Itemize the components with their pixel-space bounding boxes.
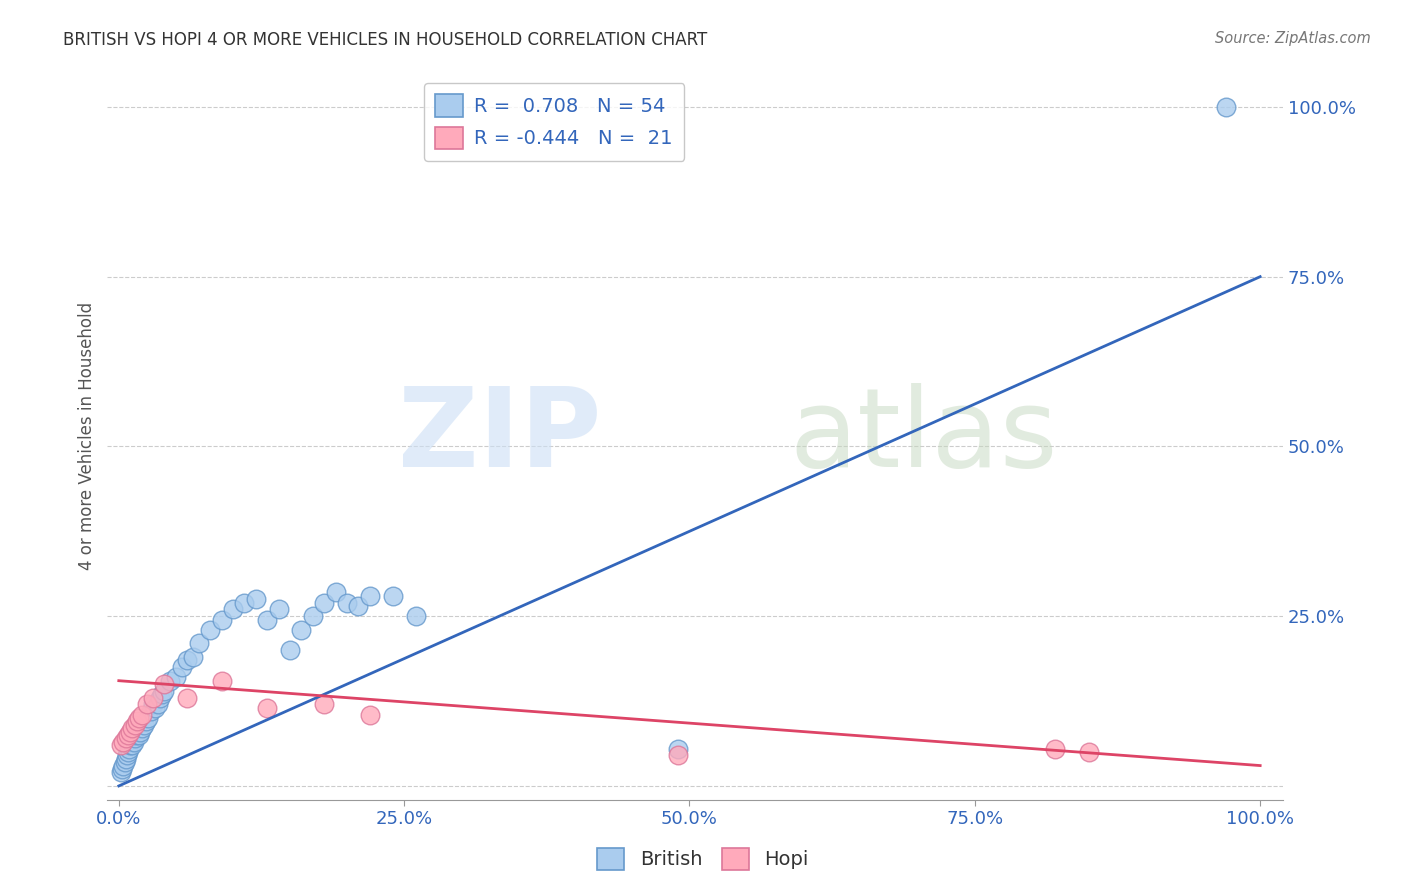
Point — [314, 596, 336, 610]
Point — [359, 589, 381, 603]
Point — [114, 752, 136, 766]
Point — [153, 677, 176, 691]
Point — [125, 714, 148, 729]
Point — [153, 684, 176, 698]
Text: BRITISH VS HOPI 4 OR MORE VEHICLES IN HOUSEHOLD CORRELATION CHART: BRITISH VS HOPI 4 OR MORE VEHICLES IN HO… — [63, 31, 707, 49]
Point — [267, 602, 290, 616]
Point — [132, 718, 155, 732]
Text: Source: ZipAtlas.com: Source: ZipAtlas.com — [1215, 31, 1371, 46]
Point — [115, 748, 138, 763]
Point — [1078, 745, 1101, 759]
Point — [142, 698, 165, 712]
Point — [121, 738, 143, 752]
Point — [181, 649, 204, 664]
Point — [118, 741, 141, 756]
Point — [149, 690, 172, 705]
Point — [125, 724, 148, 739]
Point — [278, 643, 301, 657]
Point — [112, 758, 135, 772]
Point — [170, 660, 193, 674]
Point — [135, 714, 157, 729]
Point — [117, 745, 139, 759]
Point — [131, 707, 153, 722]
Point — [666, 741, 689, 756]
Point — [211, 673, 233, 688]
Point — [381, 589, 404, 603]
Point — [290, 623, 312, 637]
Point — [1215, 100, 1237, 114]
Point — [124, 731, 146, 746]
Point — [111, 762, 134, 776]
Point — [359, 707, 381, 722]
Point — [117, 728, 139, 742]
Point — [131, 721, 153, 735]
Legend: R =  0.708   N = 54, R = -0.444   N =  21: R = 0.708 N = 54, R = -0.444 N = 21 — [423, 83, 685, 161]
Point — [150, 687, 173, 701]
Point — [187, 636, 209, 650]
Point — [256, 613, 278, 627]
Point — [120, 724, 142, 739]
Point — [110, 765, 132, 780]
Point — [314, 698, 336, 712]
Point — [114, 755, 136, 769]
Point — [211, 613, 233, 627]
Point — [165, 670, 187, 684]
Point — [245, 592, 267, 607]
Point — [347, 599, 370, 613]
Point — [120, 738, 142, 752]
Point — [336, 596, 359, 610]
Point — [127, 721, 149, 735]
Y-axis label: 4 or more Vehicles in Household: 4 or more Vehicles in Household — [79, 302, 96, 570]
Point — [198, 623, 221, 637]
Text: atlas: atlas — [789, 383, 1057, 490]
Point — [1043, 741, 1066, 756]
Point — [143, 701, 166, 715]
Point — [666, 748, 689, 763]
Point — [136, 698, 159, 712]
Point — [233, 596, 256, 610]
Point — [114, 731, 136, 746]
Point — [146, 698, 169, 712]
Point — [256, 701, 278, 715]
Point — [138, 711, 160, 725]
Point — [301, 609, 323, 624]
Point — [122, 735, 145, 749]
Point — [128, 728, 150, 742]
Point — [128, 711, 150, 725]
Point — [125, 728, 148, 742]
Point — [120, 735, 142, 749]
Point — [129, 724, 152, 739]
Point — [142, 690, 165, 705]
Point — [121, 721, 143, 735]
Point — [176, 690, 198, 705]
Point — [325, 585, 347, 599]
Text: ZIP: ZIP — [398, 383, 602, 490]
Point — [159, 673, 181, 688]
Point — [405, 609, 427, 624]
Point — [110, 738, 132, 752]
Point — [139, 704, 162, 718]
Legend: British, Hopi: British, Hopi — [589, 839, 817, 878]
Point — [176, 653, 198, 667]
Point — [124, 718, 146, 732]
Point — [222, 602, 245, 616]
Point — [112, 735, 135, 749]
